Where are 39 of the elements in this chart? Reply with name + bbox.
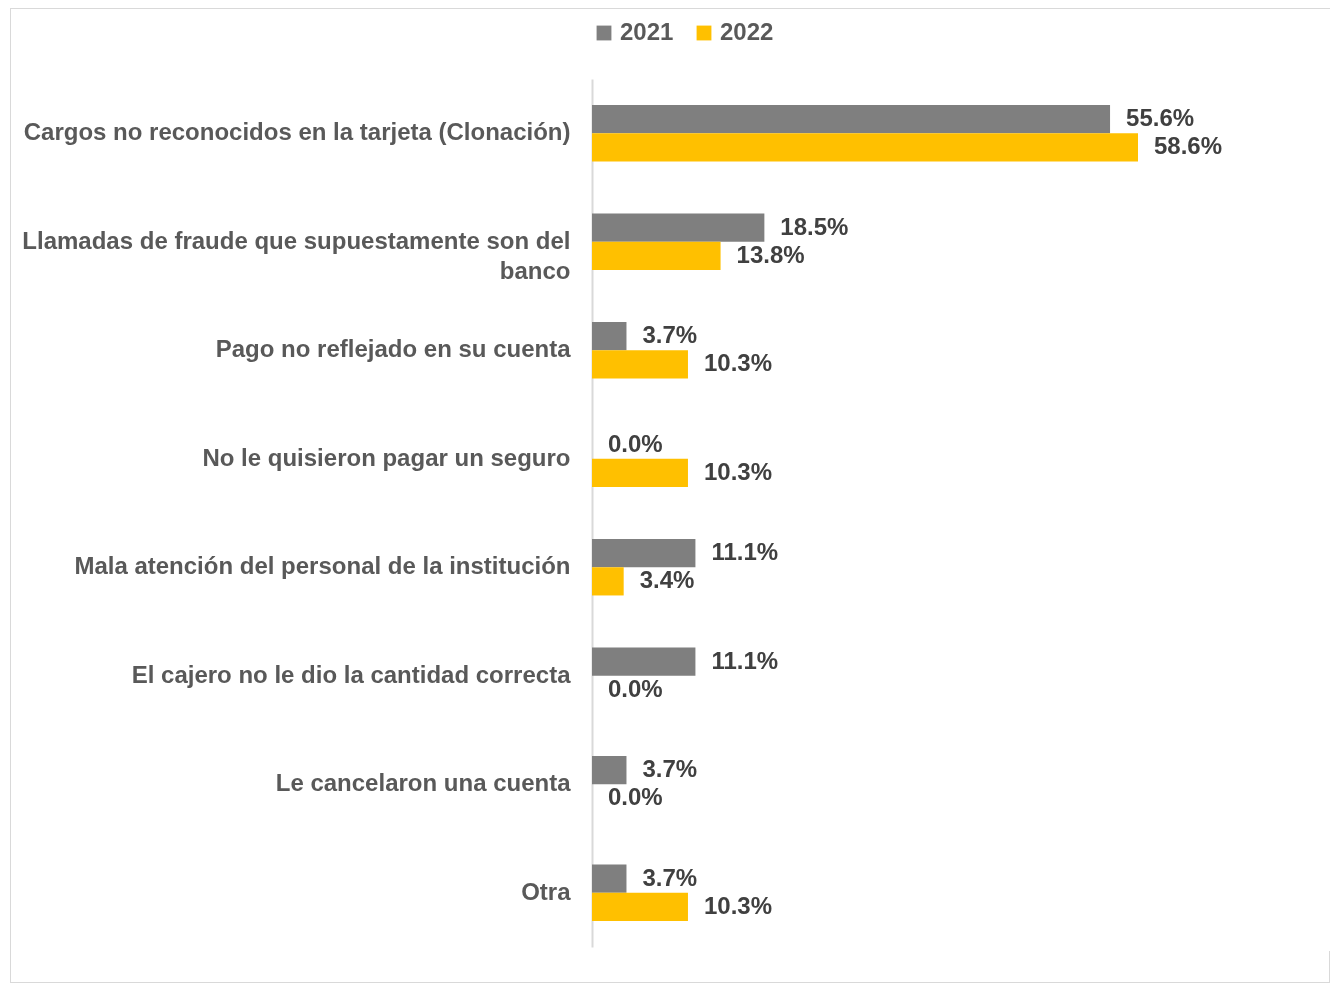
bar xyxy=(592,756,627,785)
data-label: 18.5% xyxy=(780,212,849,240)
bar xyxy=(592,458,688,487)
legend-label: 2021 xyxy=(620,18,674,45)
data-label: 13.8% xyxy=(736,240,805,268)
y-tick-label: Llamadas de fraude que supuestamente son del banco xyxy=(22,226,571,284)
bar xyxy=(592,539,696,568)
bar xyxy=(592,322,627,351)
legend-label: 2022 xyxy=(720,18,774,45)
data-label: 3.4% xyxy=(639,566,695,594)
y-tick-label: No le quisieron pagar un seguro xyxy=(202,443,571,471)
bar xyxy=(592,892,688,921)
data-label: 58.6% xyxy=(1154,132,1223,160)
bar xyxy=(592,133,1138,162)
y-tick-label: Otra xyxy=(521,877,572,905)
y-tick-label: Pago no reflejado en su cuenta xyxy=(215,335,572,363)
data-label: 10.3% xyxy=(703,457,773,485)
data-label: 11.1% xyxy=(711,538,779,566)
y-tick-label: El cajero no le dio la cantidad correcta xyxy=(131,660,572,688)
bar xyxy=(592,350,688,379)
data-label: 10.3% xyxy=(703,349,773,377)
y-tick-label: Le cancelaron una cuenta xyxy=(275,769,572,797)
bar xyxy=(592,647,696,676)
y-tick-label: Mala atención del personal de la institución xyxy=(74,552,571,580)
data-label: 55.6% xyxy=(1126,104,1195,132)
data-label: 0.0% xyxy=(608,674,663,702)
data-label: 11.1% xyxy=(711,646,779,674)
data-label: 3.7% xyxy=(642,321,698,349)
data-label: 3.7% xyxy=(642,755,698,783)
data-label: 3.7% xyxy=(642,863,698,891)
bar xyxy=(592,864,627,893)
data-label: 0.0% xyxy=(608,783,663,811)
bar xyxy=(592,213,765,242)
bar xyxy=(592,105,1111,134)
data-label: 10.3% xyxy=(703,891,773,919)
data-label: 0.0% xyxy=(608,429,663,457)
bar xyxy=(592,241,721,270)
y-tick-label: Cargos no reconocidos en la tarjeta (Clonación) xyxy=(23,118,571,146)
bar xyxy=(592,567,624,596)
